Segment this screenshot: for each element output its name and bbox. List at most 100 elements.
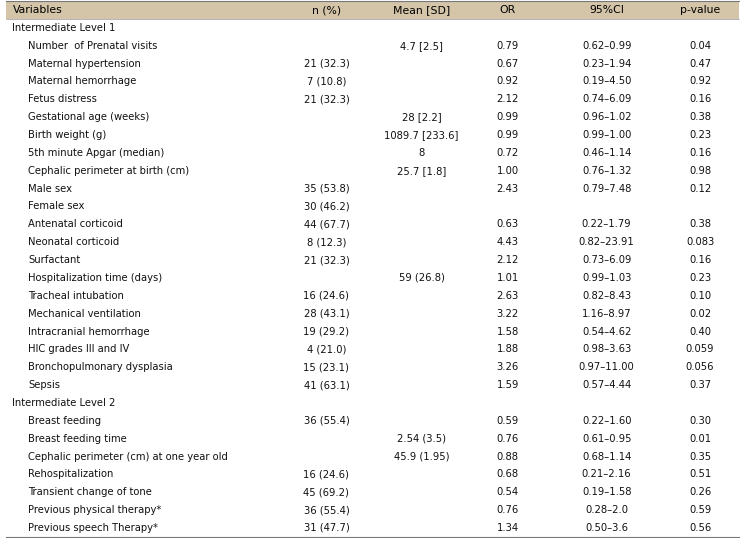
Text: 25.7 [1.8]: 25.7 [1.8] [397, 166, 446, 176]
Text: Mechanical ventilation: Mechanical ventilation [28, 309, 141, 318]
Text: 0.19–4.50: 0.19–4.50 [582, 76, 631, 87]
Text: 0.74–6.09: 0.74–6.09 [582, 94, 631, 104]
Text: 0.22–1.60: 0.22–1.60 [582, 416, 631, 426]
Text: Gestational age (weeks): Gestational age (weeks) [28, 112, 149, 122]
Bar [6, 358, 739, 376]
Text: 0.38: 0.38 [689, 220, 711, 229]
Text: Cephalic perimeter (cm) at one year old: Cephalic perimeter (cm) at one year old [28, 451, 228, 462]
Bar [6, 394, 739, 412]
Text: 1.88: 1.88 [497, 344, 519, 355]
Bar [6, 197, 739, 215]
Bar [6, 430, 739, 448]
Text: p-value: p-value [680, 5, 720, 15]
Text: 0.22–1.79: 0.22–1.79 [582, 220, 631, 229]
Bar [6, 448, 739, 465]
Text: Breast feeding time: Breast feeding time [28, 434, 127, 444]
Text: Antenatal corticoid: Antenatal corticoid [28, 220, 123, 229]
Bar [6, 126, 739, 144]
Text: 0.73–6.09: 0.73–6.09 [582, 255, 631, 265]
Text: 0.79–7.48: 0.79–7.48 [582, 183, 631, 194]
Text: Sepsis: Sepsis [28, 380, 60, 390]
Text: 0.54–4.62: 0.54–4.62 [582, 327, 631, 336]
Text: 0.67: 0.67 [497, 59, 519, 68]
Text: 0.056: 0.056 [686, 362, 714, 372]
Text: 0.19–1.58: 0.19–1.58 [582, 487, 631, 497]
Text: 1.16–8.97: 1.16–8.97 [582, 309, 631, 318]
Text: 8 (12.3): 8 (12.3) [307, 237, 346, 247]
Text: 0.57–4.44: 0.57–4.44 [582, 380, 631, 390]
Text: 0.16: 0.16 [689, 148, 711, 158]
Bar [6, 341, 739, 358]
Text: 44 (67.7): 44 (67.7) [303, 220, 349, 229]
Text: 0.46–1.14: 0.46–1.14 [582, 148, 631, 158]
Text: 35 (53.8): 35 (53.8) [303, 183, 349, 194]
Text: 0.82–8.43: 0.82–8.43 [582, 291, 631, 301]
Text: 0.12: 0.12 [689, 183, 711, 194]
Text: 36 (55.4): 36 (55.4) [303, 416, 349, 426]
Text: 0.72: 0.72 [497, 148, 519, 158]
Text: 0.99: 0.99 [497, 112, 519, 122]
Text: 0.21–2.16: 0.21–2.16 [582, 470, 631, 479]
Bar [6, 19, 739, 37]
Text: 0.63: 0.63 [497, 220, 519, 229]
Text: 0.50–3.6: 0.50–3.6 [585, 523, 628, 533]
Text: Intermediate Level 2: Intermediate Level 2 [12, 398, 115, 408]
Text: 45.9 (1.95): 45.9 (1.95) [394, 451, 449, 462]
Text: 0.38: 0.38 [689, 112, 711, 122]
Text: Rehospitalization: Rehospitalization [28, 470, 113, 479]
Text: 0.92: 0.92 [497, 76, 519, 87]
Text: Variables: Variables [13, 5, 63, 15]
Text: 0.98–3.63: 0.98–3.63 [582, 344, 631, 355]
Text: 0.59: 0.59 [497, 416, 519, 426]
Text: 0.76: 0.76 [497, 434, 519, 444]
Text: 21 (32.3): 21 (32.3) [303, 255, 349, 265]
Text: 2.12: 2.12 [497, 94, 519, 104]
Text: Number  of Prenatal visits: Number of Prenatal visits [28, 41, 158, 51]
Text: 16 (24.6): 16 (24.6) [303, 291, 349, 301]
Text: 0.82–23.91: 0.82–23.91 [579, 237, 634, 247]
Text: 0.37: 0.37 [689, 380, 711, 390]
Text: 0.23: 0.23 [689, 130, 711, 140]
Text: 0.16: 0.16 [689, 255, 711, 265]
Text: 0.02: 0.02 [689, 309, 711, 318]
Text: 0.99–1.00: 0.99–1.00 [582, 130, 631, 140]
Text: 4 (21.0): 4 (21.0) [307, 344, 346, 355]
Bar [6, 269, 739, 287]
Text: 1.59: 1.59 [497, 380, 519, 390]
Text: 0.68: 0.68 [497, 470, 519, 479]
Text: 36 (55.4): 36 (55.4) [303, 505, 349, 515]
Bar [6, 519, 739, 537]
Text: 59 (26.8): 59 (26.8) [399, 273, 445, 283]
Text: 0.79: 0.79 [497, 41, 519, 51]
Text: Female sex: Female sex [28, 202, 84, 211]
Text: Birth weight (g): Birth weight (g) [28, 130, 107, 140]
Text: 31 (47.7): 31 (47.7) [303, 523, 349, 533]
Text: 0.23–1.94: 0.23–1.94 [582, 59, 631, 68]
Text: Hospitalization time (days): Hospitalization time (days) [28, 273, 162, 283]
Text: Surfactant: Surfactant [28, 255, 81, 265]
Text: Cephalic perimeter at birth (cm): Cephalic perimeter at birth (cm) [28, 166, 189, 176]
Text: 0.99–1.03: 0.99–1.03 [582, 273, 631, 283]
Text: 1.58: 1.58 [497, 327, 519, 336]
Text: 0.51: 0.51 [689, 470, 711, 479]
Bar [6, 376, 739, 394]
Text: 28 (43.1): 28 (43.1) [303, 309, 349, 318]
Bar [6, 305, 739, 323]
Text: 0.92: 0.92 [689, 76, 711, 87]
Text: 0.10: 0.10 [689, 291, 711, 301]
Text: Tracheal intubation: Tracheal intubation [28, 291, 124, 301]
Text: 0.76–1.32: 0.76–1.32 [582, 166, 631, 176]
Text: 0.56: 0.56 [689, 523, 711, 533]
Bar [6, 144, 739, 162]
Bar [6, 501, 739, 519]
Text: 45 (69.2): 45 (69.2) [303, 487, 349, 497]
Text: 21 (32.3): 21 (32.3) [303, 94, 349, 104]
Text: 4.7 [2.5]: 4.7 [2.5] [400, 41, 443, 51]
Bar [6, 37, 739, 55]
Text: Intermediate Level 1: Intermediate Level 1 [12, 23, 115, 33]
Text: 3.26: 3.26 [497, 362, 519, 372]
Text: 1.00: 1.00 [497, 166, 519, 176]
Text: 2.43: 2.43 [497, 183, 519, 194]
Text: 0.62–0.99: 0.62–0.99 [582, 41, 631, 51]
Bar [6, 162, 739, 180]
